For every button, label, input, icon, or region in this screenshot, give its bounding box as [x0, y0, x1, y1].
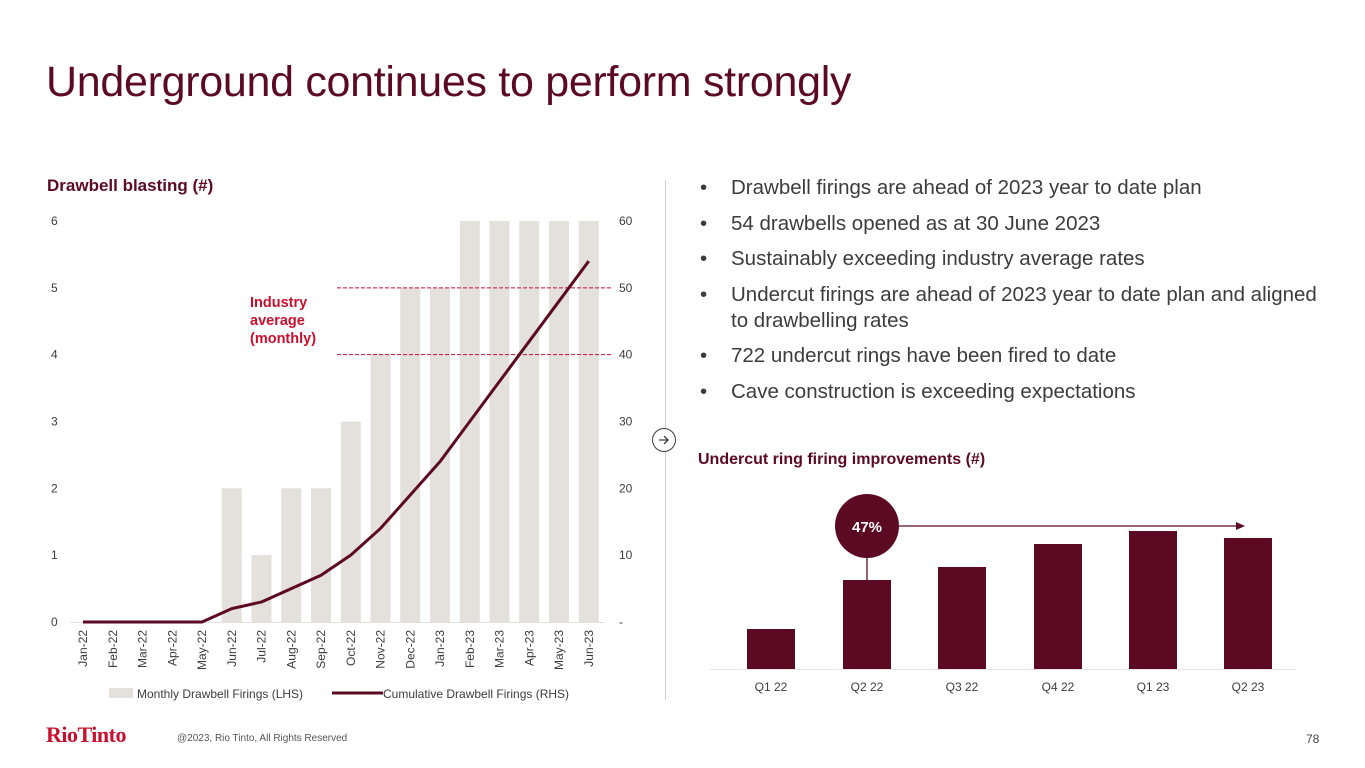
right-axis-tick-label: 10: [619, 548, 633, 562]
bullet-text: Cave construction is exceeding expectati…: [731, 379, 1136, 403]
undercut-chart: Q1 22 Q2 22 Q3 22 Q4 22 Q1 23 Q2 23 47%: [710, 494, 1296, 694]
bullet-item: • Drawbell firings are ahead of 2023 year…: [698, 175, 1338, 201]
drawbell-chart-title: Drawbell blasting (#): [47, 176, 214, 195]
x-axis-tick-label: Aug-22: [284, 630, 298, 669]
industry-average-label: Industry: [250, 295, 307, 311]
cumulative-firings-line: [83, 260, 590, 624]
x-axis-tick-label: Jun-23: [582, 630, 596, 667]
x-axis-tick-label: Sep-22: [314, 630, 328, 669]
x-axis-tick-label: Q2 22: [851, 680, 884, 694]
arrow-right-circle-icon[interactable]: [652, 428, 676, 452]
key-points-list: • Drawbell firings are ahead of 2023 year…: [698, 175, 1338, 414]
x-axis-tick-label: Dec-22: [403, 630, 417, 669]
monthly-firings-bar: [340, 421, 361, 622]
drawbell-chart: 0 1 2 3 4 5 6 - 10 20 30 40 50 60 Jan-22 Feb-22 Mar-22…: [51, 214, 633, 701]
x-axis-tick-label: Q2 23: [1232, 680, 1265, 694]
right-axis-tick-label: 20: [619, 481, 633, 495]
x-axis-tick-label: Feb-23: [463, 630, 477, 668]
x-axis-tick-label: Apr-23: [522, 630, 536, 666]
left-axis-tick-label: 2: [51, 481, 58, 495]
x-axis-tick-label: Q4 22: [1042, 680, 1075, 694]
bullet-item: • 722 undercut rings have been fired to d…: [698, 343, 1338, 369]
left-axis-tick-label: 6: [51, 214, 58, 228]
bullet-text: 54 drawbells opened as at 30 June 2023: [731, 211, 1101, 235]
industry-average-label: (monthly): [250, 331, 316, 347]
bullet-icon: •: [700, 211, 708, 235]
x-axis-tick-label: Mar-23: [493, 630, 507, 668]
bullet-icon: •: [700, 282, 708, 306]
x-axis-tick-label: Jul-22: [255, 630, 269, 663]
x-axis-tick-label: Mar-22: [136, 630, 150, 668]
legend-label-cumulative: Cumulative Drawbell Firings (RHS): [383, 687, 569, 701]
undercut-bar: [843, 580, 891, 669]
monthly-firings-bar: [489, 221, 510, 622]
bullet-item: • Undercut firings are ahead of 2023 year…: [698, 282, 1338, 334]
bullet-icon: •: [700, 176, 708, 199]
left-axis-tick-label: 1: [51, 548, 58, 562]
x-axis-tick-label: Jan-22: [76, 630, 90, 667]
x-axis-tick-label: Jan-23: [433, 630, 447, 667]
x-axis-tick-label: Feb-22: [106, 630, 120, 668]
undercut-bar: [747, 629, 795, 669]
improvement-badge-label: 47%: [852, 519, 882, 536]
right-axis-tick-label: -: [619, 615, 623, 629]
undercut-bar: [938, 567, 986, 669]
industry-average-label: average: [250, 313, 305, 329]
arrow-head-icon: [1236, 522, 1245, 530]
monthly-firings-bar: [251, 555, 272, 622]
arrow-right-icon: [658, 435, 669, 445]
x-axis-tick-label: Nov-22: [374, 630, 388, 669]
legend-label-monthly: Monthly Drawbell Firings (LHS): [137, 687, 303, 701]
legend-bar-swatch: [109, 688, 133, 698]
undercut-bar: [1224, 538, 1272, 669]
bullet-icon: •: [700, 344, 708, 367]
left-axis-tick-label: 0: [51, 615, 58, 629]
undercut-chart-title: Undercut ring firing improvements (#): [698, 451, 986, 468]
x-axis-tick-label: Oct-22: [344, 630, 358, 666]
bullet-text: Undercut firings are ahead of 2023 year …: [731, 282, 1317, 332]
bullet-item: • Sustainably exceeding industry average …: [698, 246, 1338, 272]
x-axis-tick-label: Q1 23: [1137, 680, 1170, 694]
right-axis-tick-label: 30: [619, 415, 633, 429]
page-title: Underground continues to perform strongl…: [46, 58, 852, 106]
monthly-firings-bar: [311, 488, 331, 622]
x-axis-tick-label: Q1 22: [755, 680, 788, 694]
x-axis-tick-label: Q3 22: [946, 680, 979, 694]
copyright-text: @2023, Rio Tinto, All Rights Reserved: [177, 733, 348, 744]
bullet-item: • 54 drawbells opened as at 30 June 2023: [698, 211, 1338, 237]
x-axis-tick-label: May-22: [195, 630, 209, 670]
undercut-bar: [1034, 544, 1082, 669]
monthly-firings-bar: [549, 221, 569, 622]
page-number: 78: [1306, 732, 1320, 746]
right-axis-tick-label: 40: [619, 348, 633, 362]
monthly-firings-bar: [221, 488, 242, 622]
right-axis-tick-label: 50: [619, 281, 633, 295]
monthly-firings-bar: [430, 287, 450, 622]
monthly-firings-bar: [578, 221, 599, 622]
undercut-bar: [1129, 531, 1177, 669]
bullet-icon: •: [700, 379, 708, 403]
monthly-firings-bar: [281, 488, 302, 622]
left-axis-tick-label: 3: [51, 415, 58, 429]
right-axis-tick-label: 60: [619, 214, 633, 228]
bullet-text: 722 undercut rings have been fired to da…: [731, 344, 1117, 367]
bullet-text: Drawbell firings are ahead of 2023 year …: [731, 176, 1202, 199]
rio-tinto-logo: RioTinto: [46, 722, 126, 747]
bullet-item: • Cave construction is exceeding expectat…: [698, 379, 1338, 405]
monthly-firings-bar: [370, 354, 391, 622]
x-axis-tick-label: May-23: [552, 630, 566, 670]
monthly-firings-bar: [519, 221, 540, 622]
monthly-firings-bar: [400, 287, 421, 622]
bullet-icon: •: [700, 247, 708, 270]
left-axis-tick-label: 4: [51, 348, 58, 362]
x-axis-tick-label: Jun-22: [225, 630, 239, 667]
improvement-badge: [835, 494, 899, 558]
bullet-text: Sustainably exceeding industry average r…: [731, 247, 1145, 270]
x-axis-tick-label: Apr-22: [165, 630, 179, 666]
left-axis-tick-label: 5: [51, 281, 58, 295]
